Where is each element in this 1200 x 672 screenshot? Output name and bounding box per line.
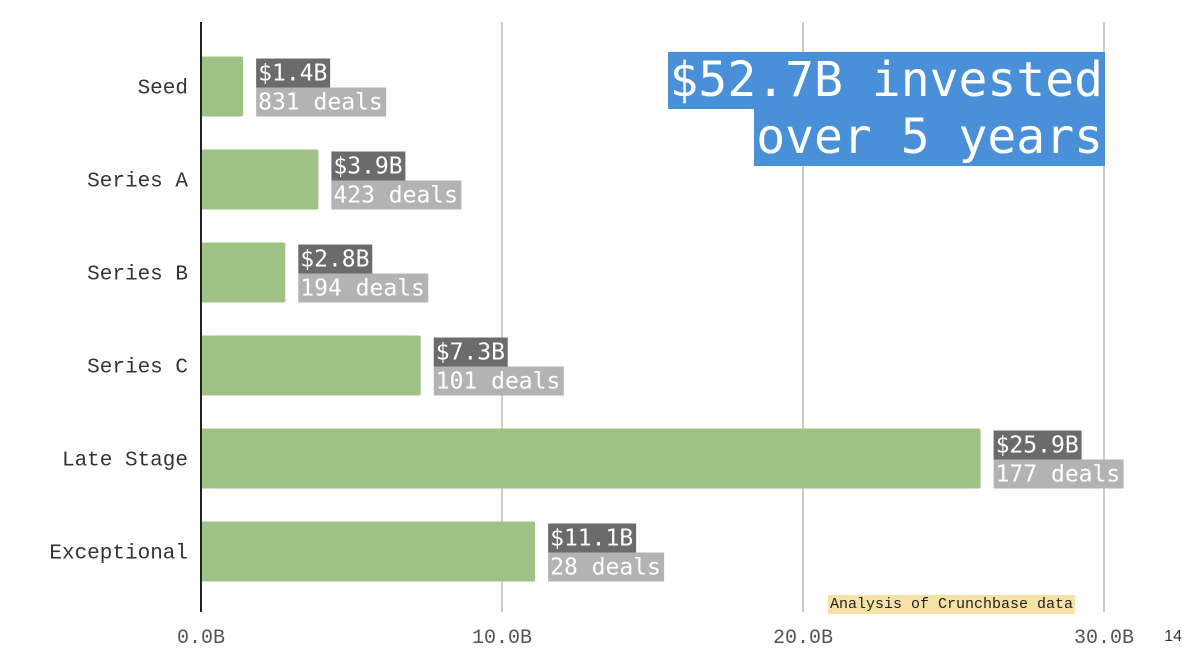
data-labels: $1.4B 831 deals $3.9B 423 deals $2.8B 194 dea… bbox=[256, 58, 1124, 582]
value-label-bg bbox=[331, 151, 406, 181]
category-label: Seed bbox=[138, 78, 188, 101]
callout-line-1: $52.7B invested bbox=[667, 52, 1105, 109]
value-label: $1.4B bbox=[258, 61, 327, 87]
bar bbox=[201, 56, 244, 117]
value-label: $11.1B bbox=[550, 526, 633, 552]
bars bbox=[201, 56, 981, 582]
value-label-bg bbox=[993, 430, 1082, 460]
page-number: 14 bbox=[1164, 628, 1182, 645]
deal-count-label: 177 deals bbox=[996, 462, 1121, 488]
deal-count-label: 423 deals bbox=[333, 183, 458, 209]
value-label-bg bbox=[433, 337, 508, 367]
value-label: $2.8B bbox=[300, 247, 369, 273]
source-note: Analysis of Crunchbase data bbox=[828, 595, 1076, 614]
bar bbox=[201, 428, 981, 489]
deal-count-label: 831 deals bbox=[258, 90, 383, 116]
category-label: Late Stage bbox=[62, 450, 188, 473]
category-label: Exceptional bbox=[49, 543, 188, 566]
deal-count-label-bg bbox=[331, 180, 462, 210]
deal-count-label-bg bbox=[993, 459, 1124, 489]
value-label: $7.3B bbox=[436, 340, 505, 366]
deal-count-label-bg bbox=[256, 87, 387, 117]
deal-count-label-bg bbox=[433, 366, 564, 396]
deal-count-label: 194 deals bbox=[300, 276, 425, 302]
x-tick-label: 0.0B bbox=[177, 627, 225, 650]
value-label-bg bbox=[298, 244, 373, 274]
value-label-bg bbox=[256, 58, 331, 88]
category-label: Series C bbox=[87, 357, 188, 380]
bar bbox=[201, 521, 536, 582]
value-label: $25.9B bbox=[996, 433, 1079, 459]
callout-line-2: over 5 years bbox=[754, 109, 1105, 166]
deal-count-label-bg bbox=[298, 273, 429, 303]
bar bbox=[201, 242, 286, 303]
bar bbox=[201, 149, 319, 210]
deal-count-label: 101 deals bbox=[436, 369, 561, 395]
category-label: Series B bbox=[87, 264, 188, 287]
x-tick-label: 20.0B bbox=[773, 627, 833, 650]
value-label: $3.9B bbox=[333, 154, 402, 180]
bar bbox=[201, 335, 421, 396]
x-tick-label: 10.0B bbox=[472, 627, 532, 650]
x-tick-label: 30.0B bbox=[1074, 627, 1134, 650]
category-label: Series A bbox=[87, 171, 188, 194]
deal-count-label: 28 deals bbox=[550, 555, 661, 581]
category-labels: Seed Series A Series B Series C Late Stage Ex… bbox=[49, 78, 188, 566]
x-tick-labels: 0.0B 10.0B 20.0B 30.0B bbox=[177, 627, 1134, 650]
deal-count-label-bg bbox=[548, 552, 665, 582]
total-invested-callout: $52.7B invested over 5 years bbox=[667, 52, 1105, 166]
value-label-bg bbox=[548, 523, 637, 553]
